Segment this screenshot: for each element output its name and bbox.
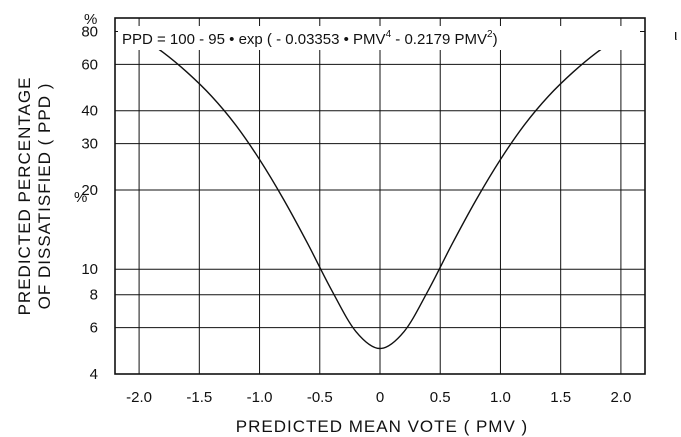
- y-tick-label: 60: [81, 56, 98, 73]
- x-tick-label: -2.0: [126, 389, 152, 406]
- equation-suffix: ): [493, 31, 498, 48]
- y-tick-label: 8: [90, 287, 98, 304]
- equation-prefix: PPD = 100 - 95 • exp ( - 0.03353 • PMV: [122, 31, 386, 48]
- equation-background: [118, 26, 640, 50]
- equation-label: PPD = 100 - 95 • exp ( - 0.03353 • PMV4 …: [122, 29, 498, 48]
- y-unit-top: %: [84, 11, 97, 28]
- equation-middle: - 0.2179 PMV: [391, 31, 487, 48]
- x-tick-label: -1.5: [186, 389, 212, 406]
- equation-exp2: 2: [487, 29, 493, 40]
- x-tick-label: 0.5: [430, 389, 451, 406]
- x-tick-label: 1.0: [490, 389, 511, 406]
- equation-exp1: 4: [386, 29, 392, 40]
- y-unit-mid: %: [74, 189, 87, 206]
- y-tick-label: 20: [81, 182, 98, 199]
- ppd-curve: [126, 28, 634, 350]
- x-tick-label: -0.5: [307, 389, 333, 406]
- x-tick-label: 1.5: [550, 389, 571, 406]
- tick-labels: -2.0 -1.5 -1.0 -0.5 0 0.5 1.0 1.5 2.0 80 60 40 30 20 1…: [81, 23, 631, 406]
- y-tick-label: 80: [81, 23, 98, 40]
- x-axis-title: PREDICTED MEAN VOTE ( PMV ): [236, 417, 528, 436]
- y-tick-label: 30: [81, 136, 98, 153]
- plot-frame: [114, 17, 646, 375]
- y-axis-title-line1: PREDICTED PERCENTAGE: [15, 77, 34, 316]
- y-tick-label: 40: [81, 103, 98, 120]
- y-tick-label: 6: [90, 320, 98, 337]
- y-tick-label: 10: [81, 261, 98, 278]
- x-tick-label: 0: [376, 389, 384, 406]
- grid-lines: [115, 18, 645, 374]
- y-tick-label: 4: [90, 366, 98, 383]
- x-tick-label: 2.0: [610, 389, 631, 406]
- y-axis-title-line2: OF DISSATISFIED ( PPD ): [35, 83, 54, 310]
- corner-mark: ι: [674, 27, 677, 44]
- x-tick-label: -1.0: [247, 389, 273, 406]
